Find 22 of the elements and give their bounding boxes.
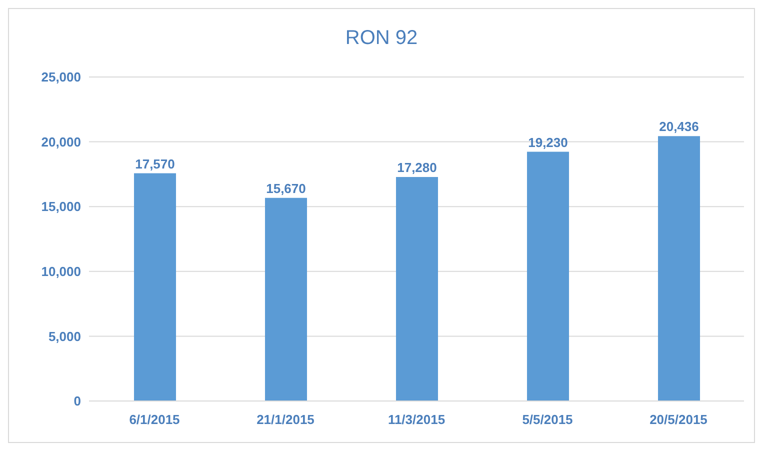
x-tick-label: 6/1/2015 [129, 412, 180, 428]
x-tick-label: 20/5/2015 [650, 412, 708, 428]
bar [658, 136, 700, 401]
data-label: 17,570 [135, 156, 175, 172]
data-label: 17,280 [397, 160, 437, 176]
y-tick-label: 0 [74, 394, 81, 409]
x-tick-label: 21/1/2015 [256, 412, 314, 428]
bar [265, 198, 307, 401]
x-tick-label: 11/3/2015 [388, 412, 446, 428]
bar [134, 173, 176, 401]
y-tick-label: 15,000 [41, 199, 81, 214]
data-label: 15,670 [266, 180, 306, 196]
y-tick-label: 20,000 [41, 134, 81, 150]
x-tick-label: 5/5/2015 [522, 412, 573, 428]
bar [527, 152, 569, 401]
y-tick-label: 5,000 [48, 328, 81, 344]
bar [396, 177, 438, 401]
data-label: 19,230 [528, 134, 568, 150]
chart-title: RON 92 [344, 27, 419, 51]
data-label: 20,436 [659, 119, 699, 134]
y-tick-label: 10,000 [41, 264, 81, 280]
y-tick-label: 25,000 [41, 70, 81, 85]
